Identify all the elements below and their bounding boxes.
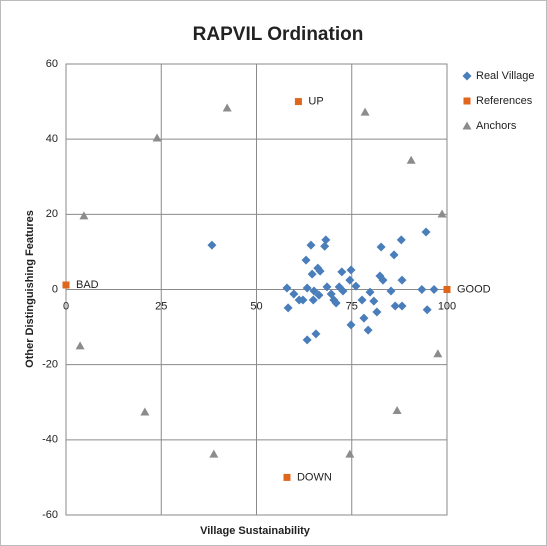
point: [345, 449, 355, 458]
point: [62, 281, 70, 289]
point: [397, 301, 407, 311]
point: [222, 103, 232, 112]
point: [75, 341, 85, 350]
point: [396, 235, 406, 245]
point: [282, 283, 292, 293]
point: [140, 407, 150, 416]
point-label: UP: [308, 95, 323, 107]
legend-marker: [462, 121, 472, 130]
point: [365, 287, 375, 297]
point: [306, 240, 316, 250]
x-tick-label: 25: [155, 300, 167, 312]
point: [422, 305, 432, 315]
point: [376, 242, 386, 252]
point: [363, 325, 373, 335]
y-tick-label: 0: [52, 283, 58, 295]
point: [337, 267, 347, 277]
point-label: GOOD: [457, 283, 491, 295]
y-tick-label: 20: [46, 208, 58, 220]
point-label: BAD: [76, 279, 99, 291]
point: [283, 303, 293, 313]
x-axis-label: Village Sustainability: [200, 525, 311, 537]
legend-label: Anchors: [476, 120, 517, 132]
point: [421, 227, 431, 237]
legend-label: Real Village: [476, 70, 535, 82]
point: [369, 296, 379, 306]
x-tick-label: 50: [250, 300, 262, 312]
point: [392, 406, 402, 415]
legend-marker: [462, 71, 472, 81]
point: [417, 285, 427, 294]
point: [346, 265, 356, 275]
point: [283, 473, 291, 481]
point: [309, 286, 319, 296]
point: [433, 349, 443, 358]
point: [207, 240, 217, 250]
point: [429, 285, 439, 294]
point: [294, 98, 302, 106]
chart-title: RAPVIL Ordination: [193, 24, 364, 45]
point: [321, 235, 331, 245]
point: [390, 301, 400, 311]
point: [307, 269, 317, 279]
point: [298, 295, 308, 305]
point: [322, 282, 332, 292]
point: [351, 281, 361, 291]
legend-label: References: [476, 95, 533, 107]
point: [443, 286, 451, 293]
point: [386, 286, 396, 296]
point: [79, 211, 89, 220]
point: [320, 241, 330, 251]
x-tick-label: 100: [438, 300, 456, 312]
point: [308, 295, 318, 305]
point: [389, 250, 399, 260]
point: [302, 335, 312, 345]
y-tick-label: 60: [46, 58, 58, 70]
y-tick-label: 40: [46, 133, 58, 145]
point: [360, 107, 370, 116]
point: [397, 275, 407, 285]
point: [302, 283, 312, 293]
y-tick-label: -40: [42, 434, 58, 446]
point: [406, 155, 416, 164]
point: [311, 329, 321, 339]
x-tick-label: 75: [346, 300, 358, 312]
y-tick-label: -20: [42, 359, 58, 371]
point: [338, 286, 348, 296]
point: [345, 275, 355, 285]
x-tick-label: 0: [63, 300, 69, 312]
point: [378, 275, 388, 285]
point: [301, 255, 311, 265]
point: [372, 307, 382, 317]
point: [209, 449, 219, 458]
point: [314, 290, 324, 300]
point: [289, 289, 299, 299]
point: [331, 298, 341, 308]
point: [315, 266, 325, 276]
point: [346, 320, 356, 330]
point-label: DOWN: [297, 471, 332, 483]
point: [437, 209, 447, 218]
y-tick-label: -60: [42, 509, 58, 521]
point: [359, 313, 369, 323]
y-axis-label: Other Distinguishing Features: [24, 210, 36, 368]
legend-marker: [463, 97, 471, 105]
point: [152, 133, 162, 142]
point: [357, 295, 367, 305]
